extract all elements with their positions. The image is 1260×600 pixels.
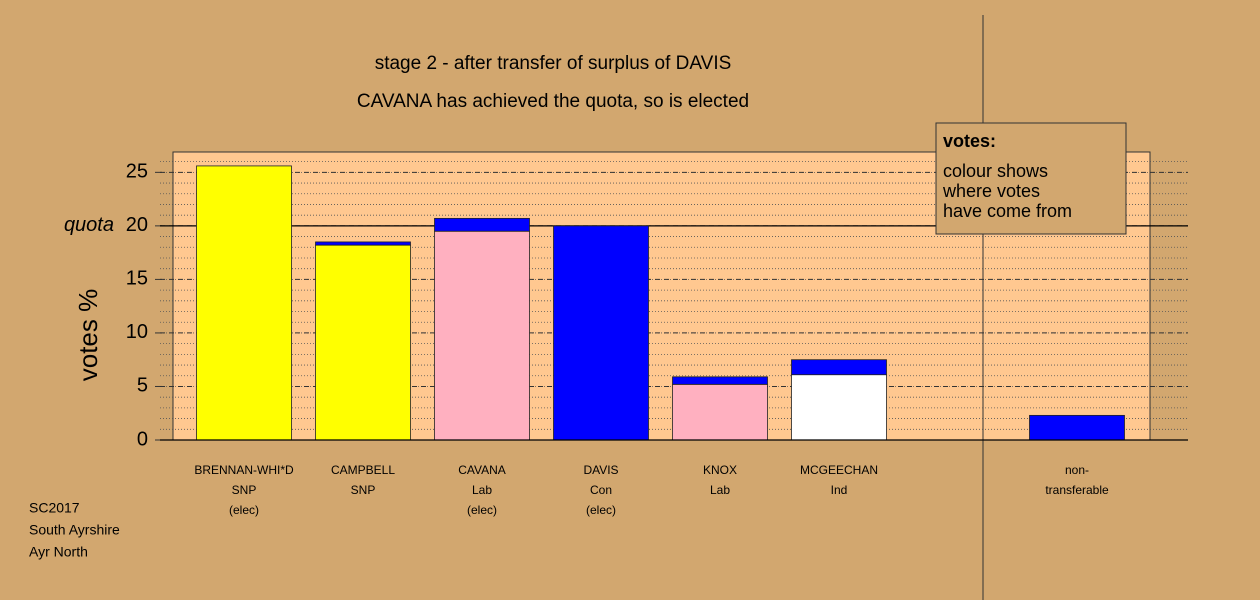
y-tick-label: 25 (126, 161, 148, 183)
x-tick-label: (elec) (229, 503, 259, 517)
bar-segment (434, 230, 530, 441)
bar-segment (315, 241, 411, 246)
chart-title: stage 2 - after transfer of surplus of D… (375, 53, 732, 74)
x-tick-label: Ind (831, 483, 848, 497)
info-title: votes: (943, 131, 996, 151)
x-tick-label: Lab (710, 483, 730, 497)
x-tick-label: SNP (232, 483, 257, 497)
footer-text: SC2017 (29, 500, 80, 516)
x-tick-label: non- (1065, 463, 1089, 477)
x-tick-label: Lab (472, 483, 492, 497)
y-axis-label: votes % (73, 289, 103, 382)
footer-text: South Ayrshire (29, 522, 120, 538)
info-line: where votes (942, 181, 1040, 201)
chart-subtitle: CAVANA has achieved the quota, so is ele… (357, 91, 749, 112)
bar-segment (1029, 414, 1125, 441)
info-box (935, 122, 1127, 235)
y-tick-label: 10 (126, 321, 148, 343)
x-tick-label: Con (590, 483, 612, 497)
y-tick-label: 20 (126, 214, 148, 236)
info-line: have come from (943, 201, 1072, 221)
x-tick-label: MCGEECHAN (800, 463, 878, 477)
footer-text: Ayr North (29, 544, 88, 560)
x-tick-label: KNOX (703, 463, 737, 477)
bar-segment (434, 217, 530, 232)
x-tick-label: DAVIS (583, 463, 618, 477)
bar-segment (196, 165, 292, 441)
bar-segment (791, 359, 887, 376)
x-tick-label: transferable (1045, 483, 1109, 497)
bar-segment (315, 244, 411, 441)
info-line: colour shows (943, 161, 1048, 181)
bar-segment (672, 376, 768, 385)
bar-segment (672, 383, 768, 441)
x-tick-label: CAMPBELL (331, 463, 395, 477)
y-tick-label: 5 (137, 375, 148, 397)
quota-label: quota (64, 214, 114, 236)
x-tick-label: SNP (351, 483, 376, 497)
x-tick-label: BRENNAN-WHI*D (194, 463, 294, 477)
x-tick-label: (elec) (467, 503, 497, 517)
y-tick-label: 15 (126, 268, 148, 290)
y-tick-label: 0 (137, 428, 148, 450)
bar-segment (791, 374, 887, 441)
bar-segment (553, 225, 649, 441)
x-tick-label: CAVANA (458, 463, 506, 477)
x-tick-label: (elec) (586, 503, 616, 517)
